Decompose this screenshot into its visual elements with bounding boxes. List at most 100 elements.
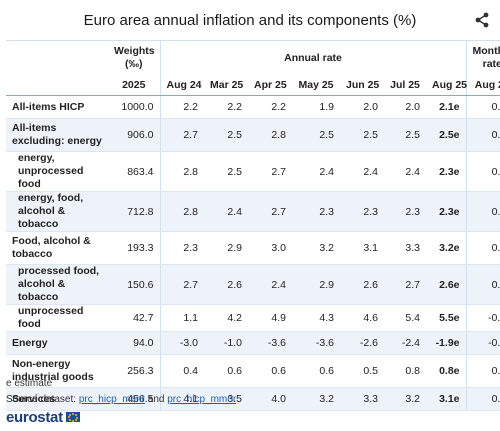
table-row: Food, alcohol & tobacco 193.3 2.3 2.9 3.0 3.2… [6, 231, 500, 265]
table-row: Non-energy industrial goods 256.3 0.4 0.6 0.… [6, 354, 500, 388]
row-rate: 2.3 [292, 191, 340, 232]
row-weight: 150.6 [108, 264, 160, 305]
row-rate: 2.3 [384, 191, 426, 232]
header-month: Jun 25 [340, 75, 384, 96]
row-rate: 2.7 [159, 264, 204, 305]
eurostat-logo-text: eurostat [6, 408, 63, 426]
row-label: All-items excluding: energy [6, 118, 108, 152]
source-and: and [147, 394, 165, 405]
row-rate: 2.8 [248, 118, 292, 152]
row-rate: 2.9 [204, 231, 248, 265]
header-weights: Weights (‰) [108, 40, 160, 75]
row-rate: 3.0 [248, 231, 292, 265]
row-rate: -2.4 [384, 331, 426, 355]
inflation-table: Weights (‰) Annual rate Monthly rate 202… [6, 40, 500, 411]
row-rate: 2.4 [384, 151, 426, 192]
header-month: Mar 25 [204, 75, 248, 96]
row-rate: 3.2e [426, 231, 466, 265]
row-rate: 2.7 [159, 118, 204, 152]
row-rate: 3.5 [204, 387, 248, 411]
row-rate: 3.3 [340, 387, 384, 411]
row-weight: 712.8 [108, 191, 160, 232]
row-rate: 4.2 [204, 304, 248, 332]
eurostat-logo: eurostat [6, 408, 80, 426]
header-month: Aug 25 [426, 75, 467, 96]
row-rate: 1.9 [292, 95, 340, 119]
row-rate: 0.8 [384, 354, 426, 388]
row-label: Non-energy industrial goods [6, 354, 108, 388]
row-rate: 4.3 [292, 304, 340, 332]
row-monthly: 0.3e [465, 151, 500, 192]
row-rate: 0.6 [292, 354, 340, 388]
row-rate: 2.1e [426, 95, 466, 119]
row-rate: 2.5 [340, 118, 384, 152]
header-empty [6, 40, 108, 75]
row-rate: 3.3 [384, 231, 426, 265]
row-weight: 863.4 [108, 151, 160, 192]
row-rate: 3.1 [340, 231, 384, 265]
row-rate: 2.6 [204, 264, 248, 305]
row-rate: 2.8 [159, 191, 204, 232]
header-monthly-month: Aug 25 [465, 75, 500, 96]
row-rate: -3.0 [159, 331, 204, 355]
row-rate: 2.7 [384, 264, 426, 305]
source-link-manr[interactable]: prc_hicp_manr [78, 394, 145, 405]
table-row: Energy 94.0 -3.0 -1.0 -3.6 -3.6 -2.6 -2.4 -1.9e -… [6, 331, 500, 355]
header-weights-year: 2025 [108, 75, 160, 96]
row-weight: 1000.0 [108, 95, 160, 119]
row-rate: 0.6 [248, 354, 292, 388]
row-rate: 3.2 [292, 387, 340, 411]
row-label: Energy [6, 331, 108, 355]
row-rate: 2.6e [426, 264, 466, 305]
row-rate: 2.3e [426, 191, 466, 232]
chart-title: Euro area annual inflation and its compo… [83, 12, 417, 29]
row-weight: 94.0 [108, 331, 160, 355]
row-rate: 2.0 [340, 95, 384, 119]
header-monthly-rate: Monthly rate [465, 40, 500, 75]
share-icon[interactable] [474, 12, 490, 28]
row-rate: 3.2 [384, 387, 426, 411]
row-rate: 2.7 [248, 191, 292, 232]
header-month: May 25 [292, 75, 340, 96]
row-rate: 0.5 [340, 354, 384, 388]
row-rate: 4.6 [340, 304, 384, 332]
row-weight: 456.5 [108, 387, 160, 411]
row-monthly: 0.2e [465, 118, 500, 152]
row-rate: 2.3 [340, 191, 384, 232]
row-rate: 4.1 [159, 387, 204, 411]
source-link-mmor[interactable]: prc_hicp_mmor [167, 394, 237, 405]
eu-flag-icon [65, 412, 80, 422]
row-monthly: 0.3e [465, 191, 500, 232]
row-label: energy, food, alcohol & tobacco [6, 191, 108, 232]
row-weight: 193.3 [108, 231, 160, 265]
row-weight: 906.0 [108, 118, 160, 152]
row-monthly: 0.3e [465, 387, 500, 411]
row-rate: 2.9 [292, 264, 340, 305]
row-rate: -1.9e [426, 331, 466, 355]
row-rate: 5.4 [384, 304, 426, 332]
row-monthly: -0.6e [465, 331, 500, 355]
row-rate: 0.8e [426, 354, 466, 388]
row-rate: 2.5e [426, 118, 466, 152]
row-rate: 3.2 [292, 231, 340, 265]
row-rate: 3.1e [426, 387, 466, 411]
row-rate: 2.4 [204, 191, 248, 232]
row-label: Food, alcohol & tobacco [6, 231, 108, 265]
row-monthly: 0.0e [465, 231, 500, 265]
row-label: All-items HICP [6, 95, 108, 119]
row-label: processed food, alcohol & tobacco [6, 264, 108, 305]
row-rate: 2.2 [204, 95, 248, 119]
row-label: energy, unprocessed food [6, 151, 108, 192]
row-rate: 2.4 [292, 151, 340, 192]
table-row: All-items HICP 1000.0 2.2 2.2 2.2 1.9 2.0 2.0 2.… [6, 95, 500, 119]
estimate-note: e estimate [6, 378, 53, 389]
row-rate: 2.2 [248, 95, 292, 119]
row-rate: 2.8 [159, 151, 204, 192]
row-rate: 2.2 [159, 95, 204, 119]
row-monthly: 0.2e [465, 264, 500, 305]
header-month: Jul 25 [384, 75, 426, 96]
source-line: Source dataset: prc_hicp_manr and prc_hi… [6, 394, 236, 405]
table-row: unprocessed food 42.7 1.1 4.2 4.9 4.3 4.6 5.4 5.… [6, 304, 500, 332]
row-rate: 0.6 [204, 354, 248, 388]
